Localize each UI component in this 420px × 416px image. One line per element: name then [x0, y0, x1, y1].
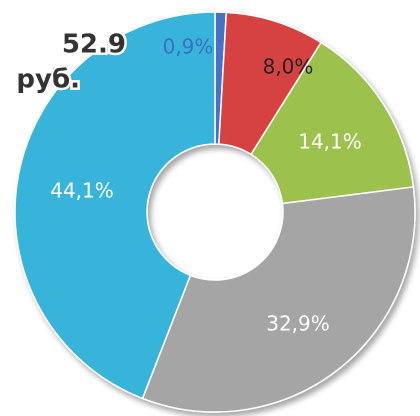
- annotation: 52.9: [62, 30, 126, 60]
- slice: [141, 186, 416, 413]
- data-label: 32,9%: [266, 312, 330, 336]
- data-label: 14,1%: [298, 130, 362, 154]
- annotation: руб.: [16, 65, 80, 95]
- data-label: 8,0%: [263, 55, 314, 79]
- slice: [250, 41, 415, 205]
- data-label: 44,1%: [50, 179, 114, 203]
- data-label: 0,9%: [163, 35, 214, 59]
- slice: [14, 11, 216, 400]
- donut: [14, 11, 416, 413]
